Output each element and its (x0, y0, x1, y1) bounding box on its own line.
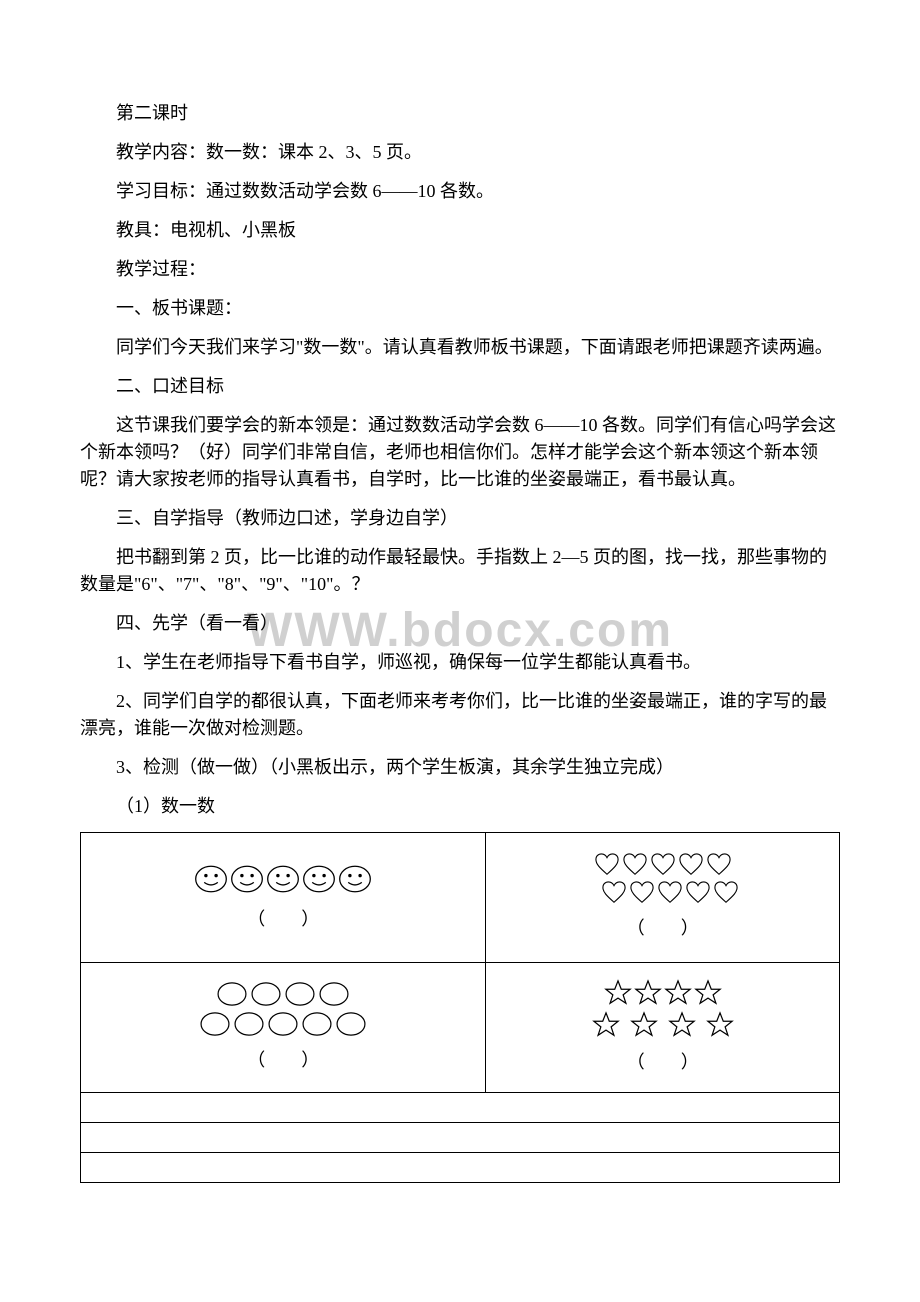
counting-exercise-table: （ ） （ ） （ ） （ ） (80, 832, 840, 1183)
oval-icon (267, 1011, 299, 1037)
oval-icon (233, 1011, 265, 1037)
star-icon (630, 1011, 658, 1039)
oval-icon (284, 981, 316, 1007)
smiley-cell: （ ） (81, 833, 486, 963)
section-two-body: 这节课我们要学会的新本领是：通过数数活动学会数 6——10 各数。同学们有信心吗… (80, 412, 840, 493)
smiley-icon (302, 862, 336, 896)
blank-paren: （ ） (247, 906, 319, 933)
teaching-content: 教学内容：数一数：课本 2、3、5 页。 (80, 139, 840, 166)
empty-row (81, 1093, 840, 1123)
heart-icon (657, 881, 683, 905)
heart-icon (650, 853, 676, 877)
exercise-label: （1）数一数 (80, 793, 840, 820)
teaching-tools: 教具：电视机、小黑板 (80, 217, 840, 244)
smiley-icon (230, 862, 264, 896)
heart-icon (601, 881, 627, 905)
heart-icon (622, 853, 648, 877)
star-icon (634, 979, 662, 1007)
star-icon (694, 979, 722, 1007)
oval-icon (318, 981, 350, 1007)
blank-paren: （ ） (627, 1049, 699, 1076)
blank-paren: （ ） (247, 1047, 319, 1074)
item-three: 3、检测（做一做）（小黑板出示，两个学生板演，其余学生独立完成） (80, 754, 840, 781)
section-three: 三、自学指导（教师边口述，学身边自学） (80, 505, 840, 532)
oval-icon (250, 981, 282, 1007)
star-icon (668, 1011, 696, 1039)
smiley-icon (194, 862, 228, 896)
oval-icon (199, 1011, 231, 1037)
section-one-body: 同学们今天我们来学习"数一数"。请认真看教师板书课题，下面请跟老师把课题齐读两遍… (80, 334, 840, 361)
smiley-icon (266, 862, 300, 896)
oval-cell: （ ） (81, 963, 486, 1093)
learning-goal: 学习目标：通过数数活动学会数 6——10 各数。 (80, 178, 840, 205)
oval-icon (216, 981, 248, 1007)
empty-row (81, 1153, 840, 1183)
section-four: 四、先学（看一看） (80, 610, 840, 637)
empty-row (81, 1123, 840, 1153)
oval-icon (335, 1011, 367, 1037)
teaching-process: 教学过程： (80, 256, 840, 283)
star-cell: （ ） (486, 963, 840, 1093)
heart-icon (713, 881, 739, 905)
smiley-icon (338, 862, 372, 896)
item-two: 2、同学们自学的都很认真，下面老师来考考你们，比一比谁的坐姿最端正，谁的字写的最… (80, 688, 840, 742)
heart-cell: （ ） (486, 833, 840, 963)
lesson-heading: 第二课时 (80, 100, 840, 127)
oval-icon (301, 1011, 333, 1037)
item-one: 1、学生在老师指导下看书自学，师巡视，确保每一位学生都能认真看书。 (80, 649, 840, 676)
blank-paren: （ ） (627, 915, 699, 942)
star-icon (706, 1011, 734, 1039)
star-icon (592, 1011, 620, 1039)
section-three-body: 把书翻到第 2 页，比一比谁的动作最轻最快。手指数上 2—5 页的图，找一找，那… (80, 544, 840, 598)
heart-icon (594, 853, 620, 877)
heart-icon (706, 853, 732, 877)
heart-icon (629, 881, 655, 905)
heart-icon (685, 881, 711, 905)
section-one: 一、板书课题： (80, 295, 840, 322)
star-icon (604, 979, 632, 1007)
section-two: 二、口述目标 (80, 373, 840, 400)
heart-icon (678, 853, 704, 877)
star-icon (664, 979, 692, 1007)
